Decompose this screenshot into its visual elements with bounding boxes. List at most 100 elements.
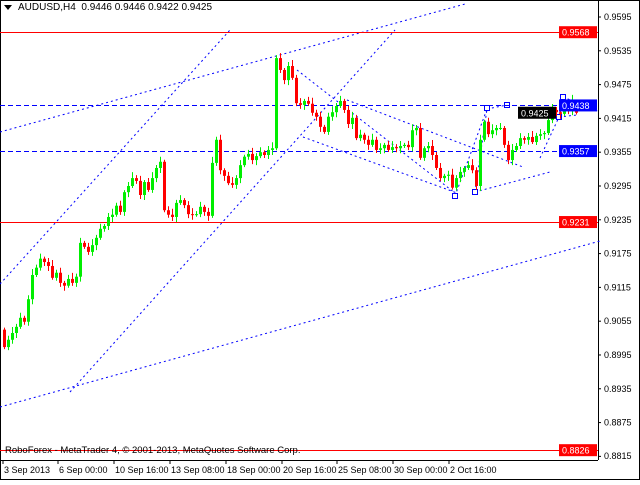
candle-body <box>555 109 558 113</box>
candle <box>399 140 402 154</box>
candle <box>547 116 550 136</box>
trendline <box>296 69 456 194</box>
anchor-marker <box>560 94 566 100</box>
candle-body <box>491 130 494 135</box>
candle-body <box>79 242 82 277</box>
candle <box>211 156 214 218</box>
candle-body <box>27 299 30 322</box>
candle <box>199 201 202 218</box>
candle <box>299 98 302 109</box>
candle <box>431 139 434 161</box>
candle-body <box>303 100 306 105</box>
candle-body <box>323 126 326 132</box>
candle <box>163 159 166 213</box>
level-label-0.9357: 0.9357 <box>562 147 590 157</box>
candle <box>535 132 538 146</box>
candle <box>359 129 362 142</box>
candle <box>19 312 22 329</box>
candle-body <box>543 133 546 135</box>
time-tick-label: 30 Sep 00:00 <box>394 465 448 475</box>
candle-body <box>59 272 62 283</box>
candle-body <box>431 145 434 156</box>
candle-body <box>451 174 454 188</box>
time-tick-label: 20 Sep 16:00 <box>283 465 337 475</box>
candle-body <box>207 211 210 216</box>
candle <box>475 167 478 190</box>
trendline <box>486 104 508 110</box>
candle <box>123 190 126 216</box>
trendline <box>0 240 601 408</box>
candle <box>495 124 498 136</box>
candle-body <box>199 206 202 215</box>
candle-body <box>511 149 514 161</box>
candle <box>467 161 470 170</box>
candle <box>231 177 234 188</box>
time-tick-label: 25 Sep 08:00 <box>338 465 392 475</box>
candle <box>243 154 246 168</box>
candle-body <box>267 149 270 156</box>
candle-body <box>155 167 158 179</box>
candle-body <box>559 112 562 114</box>
candle-body <box>135 178 138 181</box>
candle-body <box>503 127 506 145</box>
candle <box>311 97 314 116</box>
candle <box>543 131 546 140</box>
current-price-label-bg <box>518 106 556 119</box>
candle-body <box>227 175 230 184</box>
candle-body <box>147 182 150 190</box>
candle <box>291 60 294 80</box>
candle-body <box>235 178 238 185</box>
candle <box>227 171 230 186</box>
candle-body <box>15 326 18 334</box>
candle-body <box>87 246 90 252</box>
price-tick-label: 0.9535 <box>604 46 632 56</box>
candle-body <box>315 112 318 117</box>
candle <box>251 147 254 165</box>
anchor-marker <box>452 193 458 199</box>
candle <box>447 170 450 181</box>
candle <box>463 165 466 177</box>
dropdown-triangle-icon[interactable] <box>4 4 12 10</box>
candle-body <box>379 148 382 150</box>
candle-body <box>531 136 534 143</box>
candle <box>491 124 494 139</box>
anchor-marker <box>472 189 478 195</box>
candle <box>147 178 150 192</box>
candle <box>471 159 474 174</box>
candle-body <box>239 165 242 179</box>
candle-body <box>95 237 98 246</box>
candle-body <box>495 127 498 131</box>
candle-body <box>143 182 146 196</box>
candle-body <box>371 139 374 145</box>
candle-body <box>515 145 518 150</box>
anchor-marker <box>484 105 490 111</box>
trendline <box>454 108 488 197</box>
candle-body <box>99 228 102 238</box>
candle-body <box>427 145 430 149</box>
candle-body <box>243 156 246 166</box>
candle-body <box>447 174 450 176</box>
candle-body <box>443 175 446 179</box>
candle <box>439 162 442 182</box>
candle <box>415 124 418 136</box>
candle-body <box>411 130 414 148</box>
candle <box>343 98 346 113</box>
candle-body <box>195 214 198 216</box>
trendline <box>0 3 466 133</box>
candle <box>423 146 426 161</box>
candle <box>43 256 46 267</box>
candle <box>11 327 14 344</box>
candle <box>455 175 458 191</box>
candle <box>127 181 130 198</box>
trendline <box>558 114 578 118</box>
candle-body <box>395 147 398 149</box>
candle-body <box>487 121 490 135</box>
candle-body <box>291 66 294 78</box>
candle-body <box>339 100 342 107</box>
candle-body <box>175 202 178 217</box>
candle-body <box>51 265 54 278</box>
candle <box>275 55 278 151</box>
candle-body <box>247 153 250 157</box>
